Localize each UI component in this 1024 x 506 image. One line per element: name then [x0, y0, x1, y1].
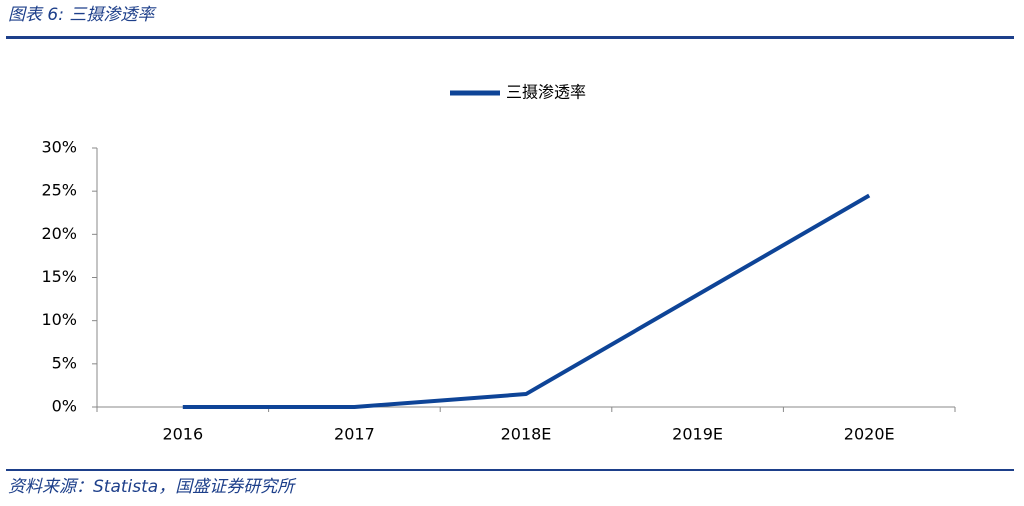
top-rule — [6, 36, 1014, 39]
x-tick-label: 2016 — [162, 425, 203, 444]
x-tick-label: 2017 — [334, 425, 375, 444]
x-tick-label: 2019E — [672, 425, 723, 444]
y-tick-label: 20% — [41, 224, 77, 243]
series-line — [182, 193, 871, 409]
y-tick-label: 30% — [41, 138, 77, 157]
y-tick-label: 10% — [41, 310, 77, 329]
legend-label: 三摄渗透率 — [506, 83, 586, 102]
y-tick-label: 25% — [41, 181, 77, 200]
y-tick-label: 0% — [52, 397, 77, 416]
source-note: 资料来源：Statista，国盛证券研究所 — [8, 477, 297, 497]
bottom-rule — [6, 469, 1014, 471]
x-tick-label: 2020E — [844, 425, 895, 444]
y-tick-label: 5% — [52, 353, 77, 372]
x-tick-label: 2018E — [501, 425, 552, 444]
figure-title: 图表 6: 三摄渗透率 — [8, 5, 157, 25]
y-tick-label: 15% — [41, 267, 77, 286]
